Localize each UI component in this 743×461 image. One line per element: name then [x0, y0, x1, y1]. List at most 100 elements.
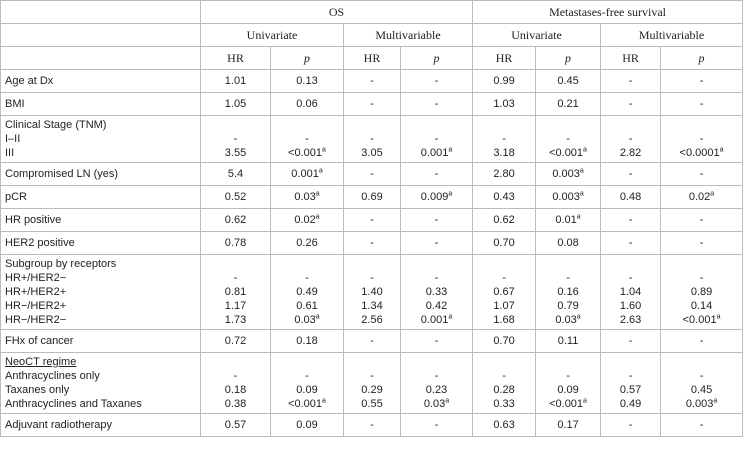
value-text: - — [370, 272, 374, 284]
stat-header: HR — [600, 46, 662, 70]
value-text: 0.03 — [423, 398, 446, 410]
value-text: - — [699, 237, 704, 249]
table-row: HR positive 0.62 0.02a - -0.62 0.01a - - — [0, 208, 743, 232]
value-text: <0.001 — [682, 314, 717, 326]
value: 0.89 — [665, 285, 738, 299]
value-text: - — [699, 272, 704, 284]
header-row: OS Metastases-free survival — [0, 0, 743, 24]
footnote-mark: a — [448, 146, 453, 154]
footnote-mark: a — [579, 190, 584, 198]
value-text: - — [434, 133, 439, 145]
value-cell: 0.13 — [270, 69, 344, 93]
value-text: 1.17 — [224, 300, 247, 312]
value-text: 1.05 — [224, 98, 247, 110]
value-cell: - 0.18 0.38 — [200, 352, 271, 414]
value-cell: - — [600, 208, 662, 232]
row-label-text: HR positive — [5, 214, 62, 226]
footnote-mark: a — [315, 190, 320, 198]
value: - — [405, 418, 468, 432]
value: - — [540, 132, 596, 146]
value-text: - — [502, 272, 506, 284]
value: - — [540, 369, 596, 383]
value-text: 1.40 — [361, 286, 383, 298]
value-cell: - — [399, 208, 474, 232]
value-text: 0.01 — [555, 214, 577, 226]
value: - — [665, 418, 738, 432]
corner — [0, 0, 201, 24]
value-text: 0.13 — [296, 75, 318, 87]
value: 0.03a — [540, 313, 596, 327]
stat-header: HR — [472, 46, 537, 70]
value: - — [205, 132, 266, 146]
value-text: 0.11 — [557, 335, 579, 347]
value: - — [405, 97, 468, 111]
value-text: 0.45 — [557, 75, 579, 87]
value-text: 0.03 — [294, 191, 316, 203]
value: - — [605, 74, 656, 88]
value-text: 1.34 — [361, 300, 383, 312]
value: 0.57 — [605, 383, 656, 397]
stat-header: p — [535, 46, 602, 70]
value-text: - — [628, 133, 633, 145]
value-text: 0.55 — [361, 398, 383, 410]
value-text: 0.81 — [224, 286, 247, 298]
value: 0.70 — [477, 236, 531, 250]
value: - — [665, 167, 738, 181]
value-text: 0.33 — [493, 398, 515, 410]
value: - — [348, 167, 396, 181]
value-text: - — [699, 168, 704, 180]
row-label: pCR — [0, 185, 201, 209]
value: 0.42 — [405, 299, 468, 313]
value-text: - — [566, 370, 570, 382]
value-cell: 0.78 — [200, 231, 271, 255]
footnote-mark: a — [322, 146, 326, 154]
footnote-mark: a — [576, 213, 581, 221]
value: - — [665, 97, 738, 111]
footnote-mark: a — [315, 213, 320, 221]
value-text: - — [434, 370, 439, 382]
value-text: - — [434, 168, 439, 180]
value: 0.49 — [275, 285, 339, 299]
value-text: - — [233, 272, 238, 284]
value: 0.57 — [205, 418, 266, 432]
value: 0.18 — [205, 383, 266, 397]
row-label: Compromised LN (yes) — [0, 162, 201, 186]
value-cell: - — [343, 92, 401, 116]
value: 0.72 — [205, 334, 266, 348]
value-cell: 0.62 — [472, 208, 537, 232]
value-text: - — [628, 419, 633, 431]
value: 0.33 — [405, 285, 468, 299]
value-text: 0.18 — [224, 384, 247, 396]
value-text: 0.16 — [557, 286, 579, 298]
value-cell: 0.63 — [472, 413, 537, 437]
row-label: Adjuvant radiotherapy — [0, 413, 201, 437]
value-text: - — [699, 214, 704, 226]
value-text: - — [628, 75, 633, 87]
value-cell: 0.003a — [535, 185, 602, 209]
value: - — [405, 74, 468, 88]
value-cell: -0.09 <0.001a — [535, 352, 602, 414]
value-text: - — [628, 370, 633, 382]
value: - — [477, 271, 531, 285]
value-cell: - 0.67 1.07 1.68 — [472, 254, 537, 330]
value-cell: - — [600, 92, 662, 116]
row-label-text: Age at Dx — [5, 75, 54, 87]
value-text: 2.63 — [619, 314, 642, 326]
value-cell: 5.4 — [200, 162, 271, 186]
stat-header: p — [399, 46, 474, 70]
value: 0.003a — [540, 190, 596, 204]
value-cell: - 0.81 1.17 1.73 — [200, 254, 271, 330]
value: - — [665, 74, 738, 88]
value: 1.34 — [348, 299, 396, 313]
value-text: <0.001 — [549, 398, 584, 410]
footnote-mark: a — [716, 313, 721, 321]
value-text: 0.09 — [296, 419, 318, 431]
value: 5.4 — [205, 167, 266, 181]
footnote-mark: a — [579, 167, 584, 175]
value-cell: 0.11 — [535, 329, 602, 353]
value-text: 2.56 — [361, 314, 383, 326]
value: 0.62 — [205, 213, 266, 227]
value: - — [205, 369, 266, 383]
value-text: - — [305, 272, 309, 284]
model-header: Univariate — [472, 23, 602, 47]
